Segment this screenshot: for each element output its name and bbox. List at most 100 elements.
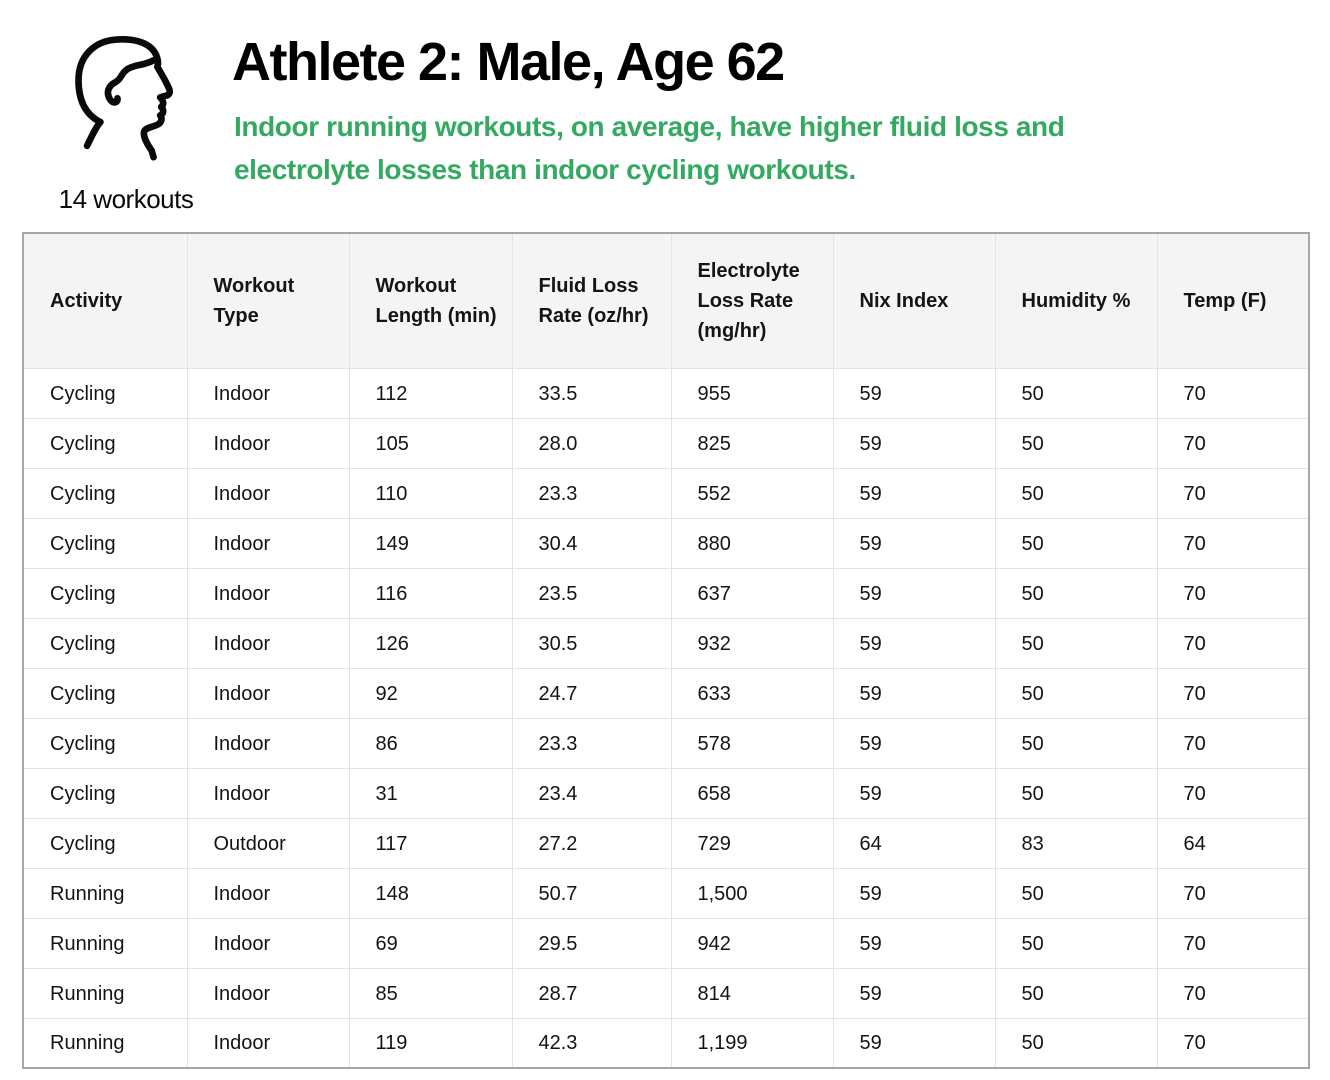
table-cell: 729: [670, 817, 834, 869]
table-cell: 70: [1156, 367, 1310, 419]
table-cell: Indoor: [186, 667, 350, 719]
table-cell: 31: [348, 767, 513, 819]
table-cell: 637: [670, 567, 834, 619]
table-cell: 28.0: [511, 417, 672, 469]
table-cell: 27.2: [511, 817, 672, 869]
table-cell: 59: [832, 417, 996, 469]
table-cell: Cycling: [22, 367, 188, 419]
table-cell: 24.7: [511, 667, 672, 719]
table-cell: 126: [348, 617, 513, 669]
table-cell: Indoor: [186, 967, 350, 1019]
table-cell: 59: [832, 667, 996, 719]
table-cell: 50: [994, 617, 1158, 669]
table-cell: Cycling: [22, 767, 188, 819]
table-cell: 50: [994, 917, 1158, 969]
table-cell: 110: [348, 467, 513, 519]
table-cell: 30.4: [511, 517, 672, 569]
table-cell: 64: [1156, 817, 1310, 869]
table-cell: 69: [348, 917, 513, 969]
table-cell: 50: [994, 567, 1158, 619]
table-cell: 50: [994, 417, 1158, 469]
table-cell: 64: [832, 817, 996, 869]
header: 14 workouts Athlete 2: Male, Age 62 Indo…: [0, 0, 1330, 215]
table-cell: 658: [670, 767, 834, 819]
table-cell: Outdoor: [186, 817, 350, 869]
table-cell: 814: [670, 967, 834, 1019]
table-cell: 1,500: [670, 867, 834, 919]
insight-line: electrolyte losses than indoor cycling w…: [234, 154, 856, 186]
table-row: Cycling Indoor 105 28.0 825 59 50 70: [22, 417, 1310, 469]
table-cell: 50: [994, 767, 1158, 819]
table-cell: 70: [1156, 917, 1310, 969]
table-cell: Cycling: [22, 817, 188, 869]
table-row: Cycling Indoor 112 33.5 955 59 50 70: [22, 367, 1310, 419]
table-cell: Cycling: [22, 467, 188, 519]
table-cell: 552: [670, 467, 834, 519]
table-cell: 70: [1156, 417, 1310, 469]
table-cell: 70: [1156, 567, 1310, 619]
insight-line: Indoor running workouts, on average, hav…: [234, 110, 1065, 142]
table-cell: 42.3: [511, 1017, 672, 1069]
table-cell: 23.4: [511, 767, 672, 819]
table-cell: 880: [670, 517, 834, 569]
table-row: Cycling Indoor 116 23.5 637 59 50 70: [22, 567, 1310, 619]
table-cell: 29.5: [511, 917, 672, 969]
table-cell: Indoor: [186, 367, 350, 419]
table-cell: Indoor: [186, 417, 350, 469]
table-row: Cycling Indoor 92 24.7 633 59 50 70: [22, 667, 1310, 719]
table-cell: 59: [832, 517, 996, 569]
table-row: Running Indoor 119 42.3 1,199 59 50 70: [22, 1017, 1310, 1069]
table-header-row: Activity Workout Type Workout Length (min)…: [22, 232, 1310, 369]
table-cell: 932: [670, 617, 834, 669]
table-cell: Cycling: [22, 567, 188, 619]
table-cell: 85: [348, 967, 513, 1019]
table-cell: Indoor: [186, 617, 350, 669]
table-cell: 633: [670, 667, 834, 719]
table-cell: Cycling: [22, 517, 188, 569]
table-cell: Running: [22, 917, 188, 969]
column-header: Humidity %: [994, 232, 1158, 369]
table-cell: 955: [670, 367, 834, 419]
table-cell: Cycling: [22, 717, 188, 769]
table-cell: 59: [832, 367, 996, 419]
table-cell: 70: [1156, 717, 1310, 769]
column-header: Activity: [22, 232, 188, 369]
page-title: Athlete 2: Male, Age 62: [232, 32, 785, 92]
table-cell: 50: [994, 867, 1158, 919]
table-cell: 92: [348, 667, 513, 719]
table-cell: 116: [348, 567, 513, 619]
table-cell: 825: [670, 417, 834, 469]
workouts-table: Activity Workout Type Workout Length (min)…: [22, 232, 1310, 1069]
table-cell: Indoor: [186, 1017, 350, 1069]
table-cell: 117: [348, 817, 513, 869]
table-cell: 59: [832, 717, 996, 769]
table-cell: Indoor: [186, 517, 350, 569]
table-cell: Running: [22, 1017, 188, 1069]
table-body: Cycling Indoor 112 33.5 955 59 50 70 Cycling Indo…: [22, 367, 1310, 1069]
table-cell: 70: [1156, 967, 1310, 1019]
table-cell: 59: [832, 767, 996, 819]
table-row: Cycling Indoor 86 23.3 578 59 50 70: [22, 717, 1310, 769]
table-cell: 86: [348, 717, 513, 769]
table-cell: 59: [832, 617, 996, 669]
table-cell: 105: [348, 417, 513, 469]
table-cell: Running: [22, 867, 188, 919]
table-cell: 70: [1156, 617, 1310, 669]
table-cell: 59: [832, 967, 996, 1019]
table-cell: 59: [832, 467, 996, 519]
table-cell: 59: [832, 1017, 996, 1069]
table-cell: 33.5: [511, 367, 672, 419]
table-cell: 23.3: [511, 717, 672, 769]
table-cell: 50: [994, 517, 1158, 569]
table-cell: 50: [994, 1017, 1158, 1069]
table-cell: 578: [670, 717, 834, 769]
column-header: Workout Type: [186, 232, 350, 369]
table-cell: 1,199: [670, 1017, 834, 1069]
table-cell: 50.7: [511, 867, 672, 919]
table-cell: 112: [348, 367, 513, 419]
insight-text: Indoor running workouts, on average, hav…: [234, 105, 1065, 192]
table-row: Running Indoor 85 28.7 814 59 50 70: [22, 967, 1310, 1019]
workout-count-label: 14 workouts: [58, 184, 194, 214]
table-cell: 50: [994, 717, 1158, 769]
